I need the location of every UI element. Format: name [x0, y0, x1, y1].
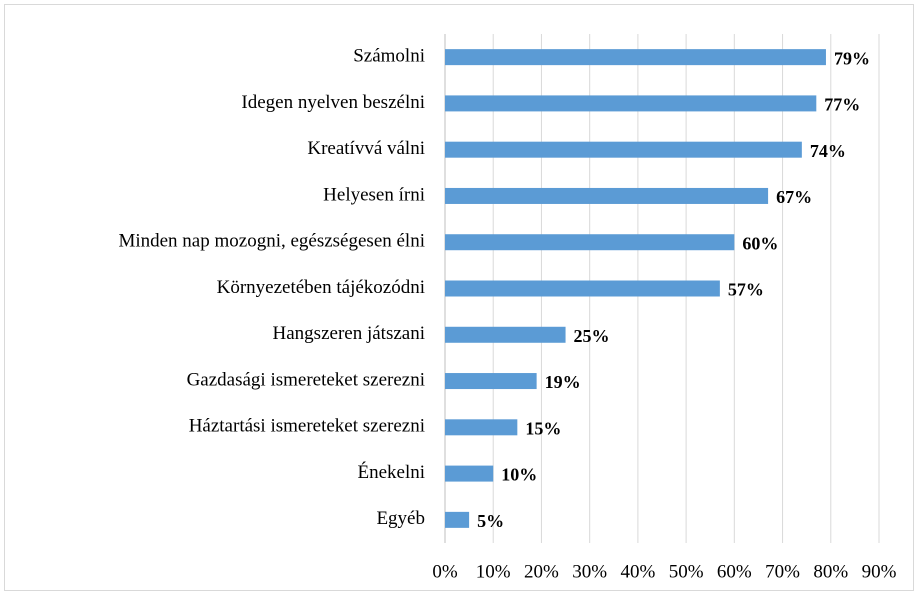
bar [445, 234, 735, 251]
bar [445, 373, 537, 390]
bar [445, 141, 802, 158]
value-label: 10% [501, 465, 537, 485]
value-label: 57% [728, 280, 764, 300]
y-tick-label: Énekelni [357, 461, 425, 483]
y-tick-label: Kreatívvá válni [307, 138, 425, 159]
x-tick-label: 80% [813, 561, 848, 582]
y-tick-label: Számolni [353, 45, 425, 66]
x-tick-label: 0% [432, 561, 458, 582]
y-tick-label: Háztartási ismereteket szerezni [189, 416, 425, 437]
bar [445, 326, 566, 343]
value-label: 5% [477, 511, 504, 531]
value-label: 74% [810, 141, 846, 161]
bar [445, 280, 720, 297]
y-tick-label: Helyesen írni [323, 184, 425, 205]
x-tick-label: 20% [524, 561, 559, 582]
bar [445, 49, 826, 66]
x-tick-label: 70% [765, 561, 800, 582]
value-label: 60% [742, 233, 778, 253]
bar [445, 95, 817, 112]
y-tick-label: Minden nap mozogni, egészségesen élni [118, 231, 425, 252]
value-label: 15% [525, 418, 561, 438]
bar [445, 187, 769, 204]
y-tick-label: Hangszeren játszani [273, 323, 425, 344]
value-label: 77% [824, 95, 860, 115]
bar [445, 465, 494, 482]
value-label: 79% [834, 48, 870, 68]
y-tick-label: Egyéb [376, 508, 425, 529]
value-label: 25% [574, 326, 610, 346]
y-tick-label: Gazdasági ismereteket szerezni [187, 369, 425, 390]
y-tick-label: Környezetében tájékozódni [217, 277, 425, 298]
value-label: 67% [776, 187, 812, 207]
x-tick-label: 50% [669, 561, 704, 582]
chart-border [4, 4, 914, 591]
x-tick-label: 30% [572, 561, 607, 582]
x-tick-label: 60% [717, 561, 752, 582]
value-label: 19% [545, 372, 581, 392]
x-tick-label: 90% [862, 561, 897, 582]
bar [445, 511, 470, 528]
x-tick-label: 40% [620, 561, 655, 582]
bar [445, 419, 518, 436]
y-tick-label: Idegen nyelven beszélni [241, 92, 425, 113]
x-tick-label: 10% [476, 561, 511, 582]
